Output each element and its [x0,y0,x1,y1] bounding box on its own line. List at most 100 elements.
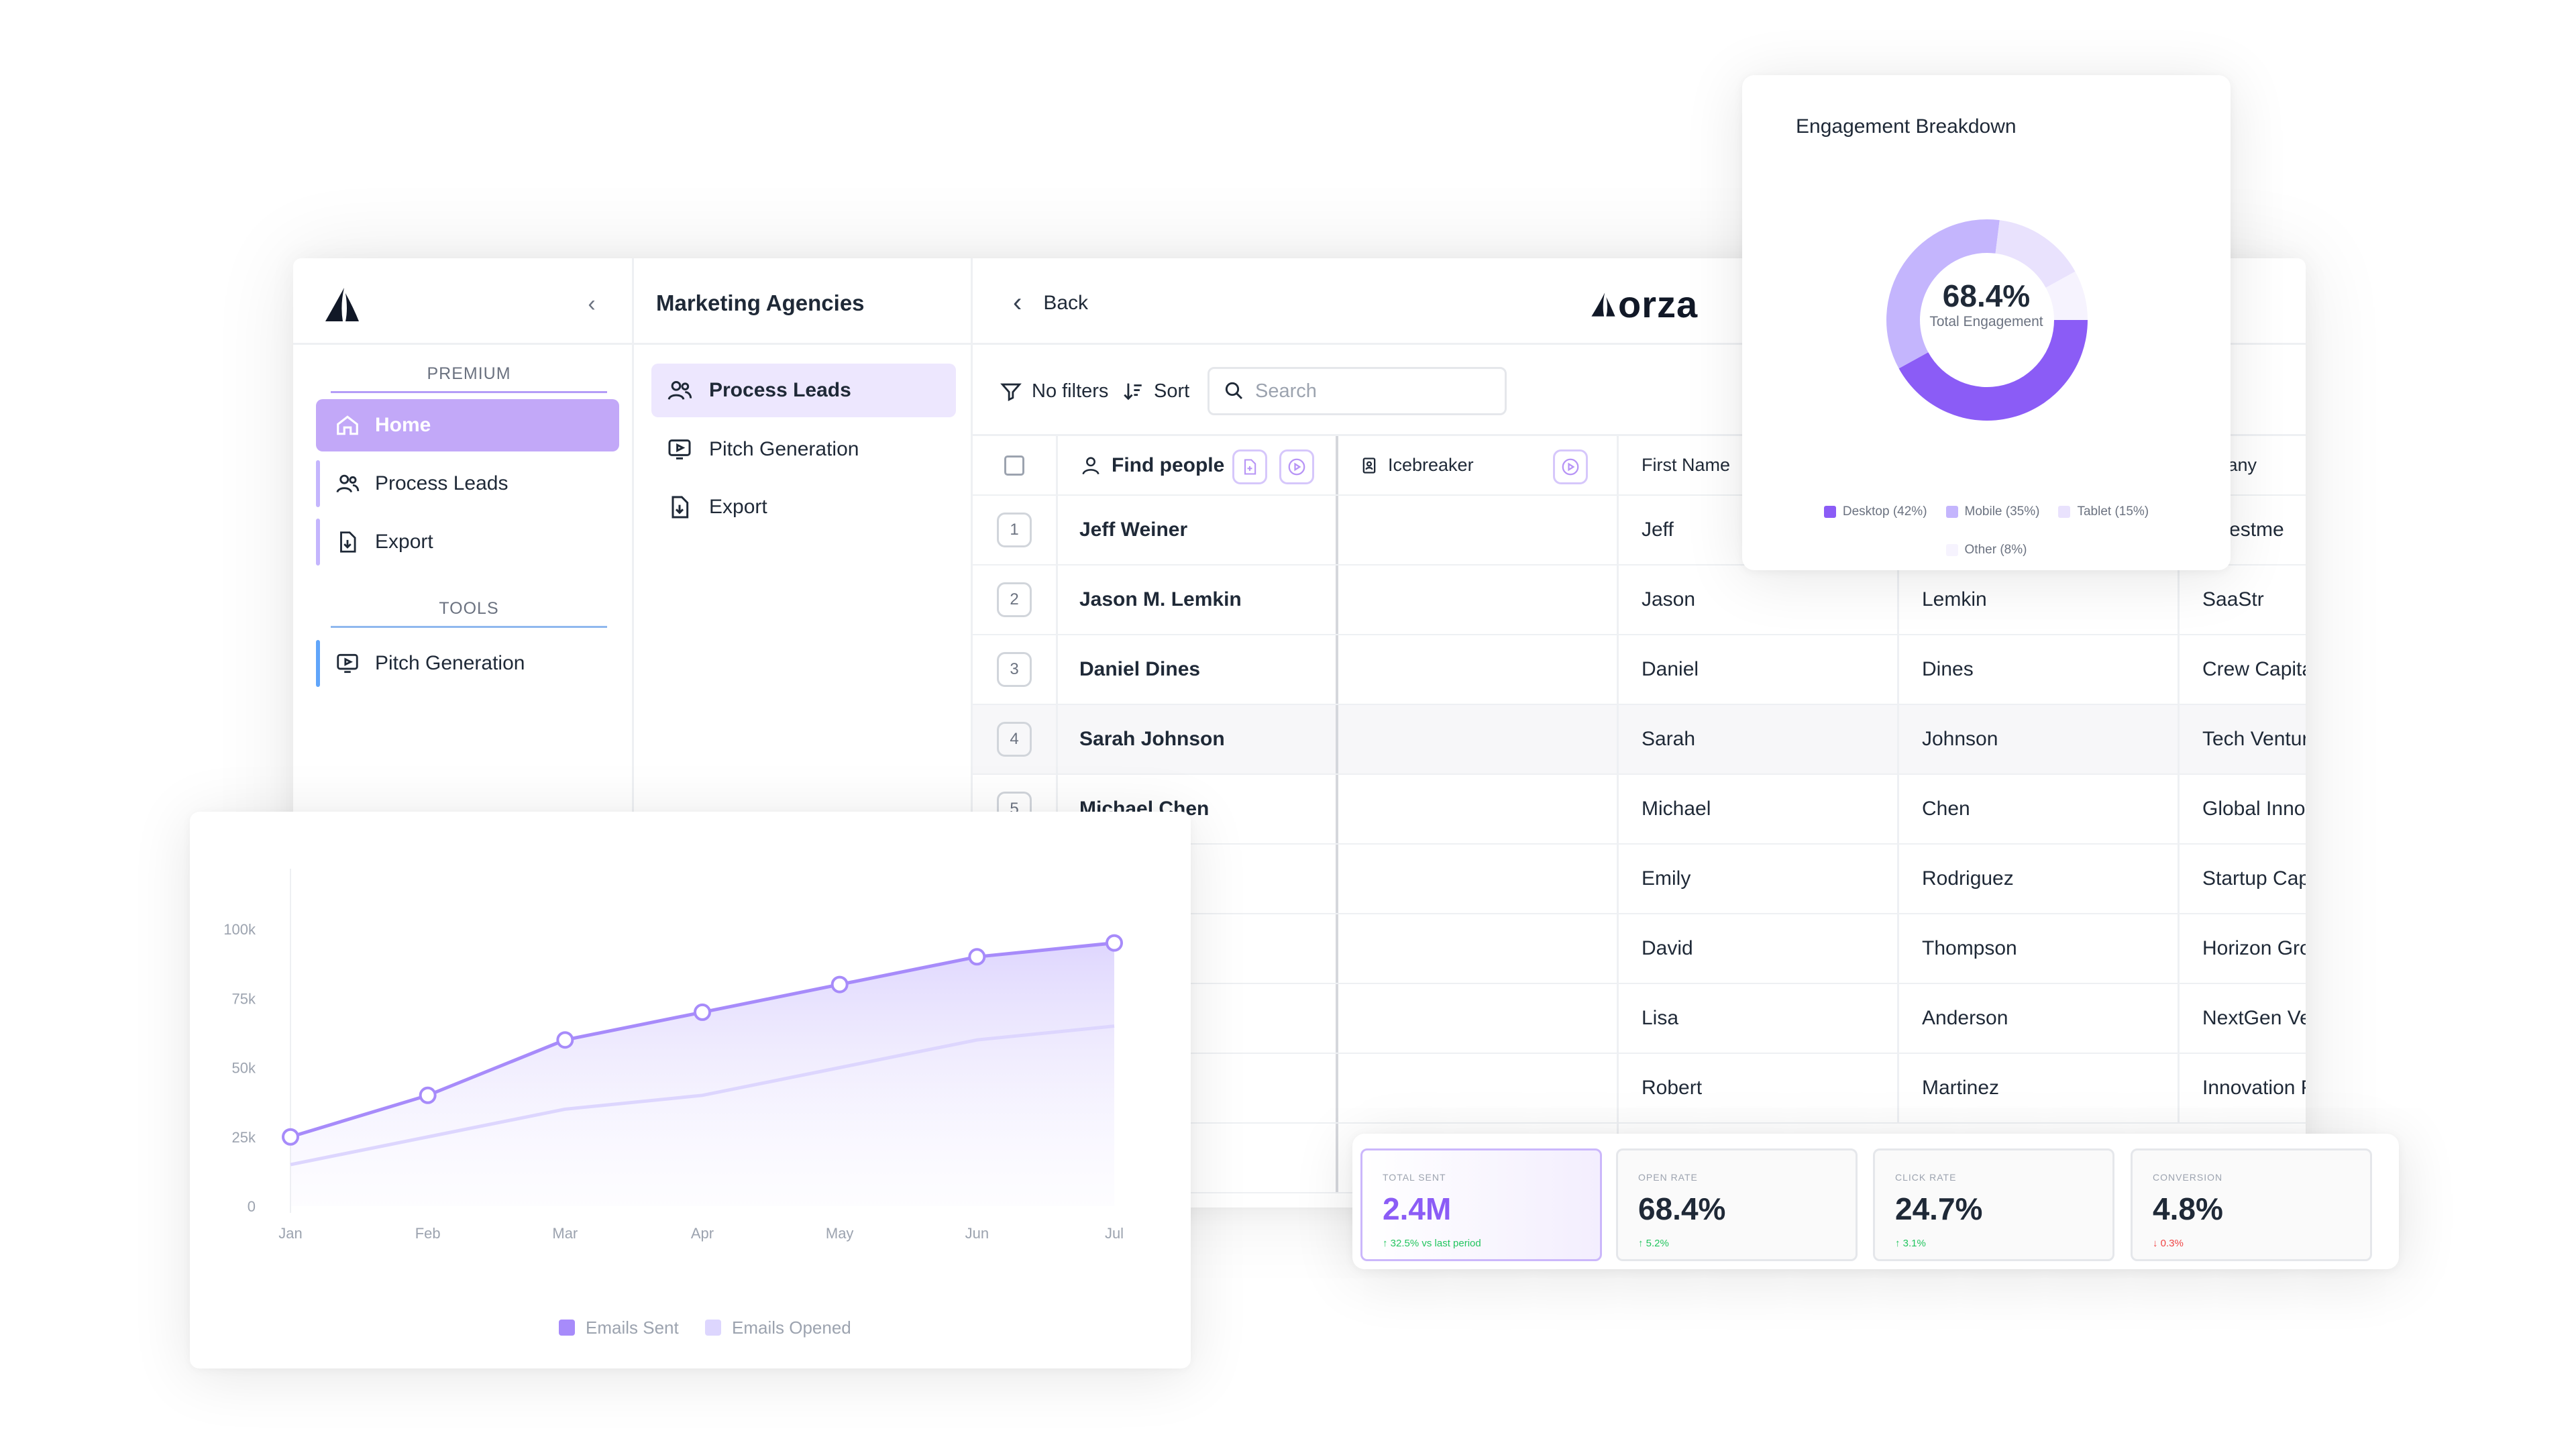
name-cell[interactable]: Jeff Weiner [1058,496,1338,564]
series-line-emails-opened [290,1024,1115,1167]
sail-logo-icon[interactable] [319,282,363,327]
legend-item-mobile: Mobile (35%) [1945,504,2039,519]
company-cell[interactable]: Global Innov [2202,798,2306,820]
subpanel-item-label: Process Leads [709,379,851,401]
kpi-click-rate[interactable]: CLICK RATE 24.7% ↑ 3.1% [1873,1148,2114,1261]
icebreaker-cell[interactable] [1338,775,1619,843]
icebreaker-cell[interactable] [1338,705,1619,773]
sort-label: Sort [1154,380,1190,402]
last-name-cell[interactable]: Chen [1899,775,2180,843]
donut-slice-other[interactable] [2045,271,2088,320]
header-icebreaker[interactable]: Icebreaker [1338,436,1619,494]
last-name-cell[interactable]: Thompson [1899,914,2180,983]
row-number-cell: 1 [973,496,1058,564]
data-point-emails-sent[interactable] [282,1128,299,1146]
collapse-sidebar-icon[interactable]: ‹ [588,291,596,317]
first-name-cell[interactable]: David [1619,914,1899,983]
sidebar-item-pitch-generation[interactable]: Pitch Generation [316,637,619,690]
last-name-cell[interactable]: Rodriguez [1899,845,2180,913]
table-row[interactable]: 1 Jeff Weiner Jeff Investme [973,496,2306,566]
kpi-value: 4.8% [2153,1191,2223,1226]
company-cell[interactable]: Innovation F [2202,1077,2306,1099]
legend-swatch [1823,506,1836,518]
icebreaker-cell[interactable] [1338,1054,1619,1122]
first-name-cell[interactable]: Michael [1619,775,1899,843]
play-circle-icon[interactable] [1279,449,1314,484]
sidebar: ‹ PREMIUM Home Process Leads Export TOOL… [293,258,634,1208]
emails-chart-card: 0 25k 50k 75k 100k Jan Feb Mar Apr May Jun Jul Email… [190,812,1191,1368]
subpanel-item-pitch-generation[interactable]: Pitch Generation [651,423,956,476]
subpanel-item-process-leads[interactable]: Process Leads [651,364,956,417]
subpanel: Marketing Agencies Process Leads Pitch G… [634,258,973,1208]
last-name-cell[interactable]: Lemkin [1899,566,2180,634]
name-cell[interactable] [1058,1124,1338,1192]
sidebar-item-export[interactable]: Export [316,516,619,568]
add-file-icon[interactable] [1232,449,1267,484]
kpi-conversion[interactable]: CONVERSION 4.8% ↓ 0.3% [2131,1148,2372,1261]
sidebar-item-process-leads[interactable]: Process Leads [316,458,619,510]
filters-label: No filters [1032,380,1109,402]
last-name-cell[interactable]: Johnson [1899,705,2180,773]
table-row[interactable]: 3 Daniel Dines Daniel Dines Crew Capita [973,635,2306,705]
table-row[interactable]: 2 Jason M. Lemkin Jason Lemkin SaaStr [973,566,2306,635]
sort-button[interactable]: Sort [1122,367,1189,415]
subpanel-item-export[interactable]: Export [651,480,956,534]
company-cell[interactable]: NextGen Ver [2202,1007,2306,1029]
row-number-cell: 4 [973,705,1058,773]
search-input[interactable]: Search [1208,367,1507,415]
engagement-donut-chart [1886,219,2088,421]
contact-card-icon [1360,456,1379,475]
company-cell[interactable]: SaaStr [2202,588,2264,610]
table-header-row: Find people Icebreaker [973,434,2306,496]
data-point-emails-sent[interactable] [1106,934,1123,952]
name-cell[interactable]: Sarah Johnson [1058,705,1338,773]
icebreaker-cell[interactable] [1338,635,1619,704]
subpanel-item-label: Export [709,496,767,518]
row-number-cell: 3 [973,635,1058,704]
file-download-icon [335,529,360,555]
select-all-checkbox[interactable] [1004,455,1024,476]
company-cell[interactable]: Crew Capita [2202,658,2306,680]
active-bar [316,519,320,566]
table-row[interactable]: 4 Sarah Johnson Sarah Johnson Tech Ventu… [973,705,2306,775]
first-name-cell[interactable]: Jason [1619,566,1899,634]
name-cell[interactable]: Daniel Dines [1058,635,1338,704]
sidebar-item-home[interactable]: Home [316,399,619,451]
last-name-cell[interactable]: Martinez [1899,1054,2180,1122]
donut-slice-mobile[interactable] [1886,219,2000,369]
icebreaker-cell[interactable] [1338,566,1619,634]
data-point-emails-sent[interactable] [694,1003,711,1021]
last-name-cell[interactable]: Dines [1899,635,2180,704]
first-name-cell[interactable]: Sarah [1619,705,1899,773]
icebreaker-cell[interactable] [1338,845,1619,913]
last-name-cell[interactable]: Anderson [1899,984,2180,1053]
filters-button[interactable]: No filters [1000,367,1108,415]
header-find-people[interactable]: Find people [1058,436,1338,494]
kpi-total-sent[interactable]: TOTAL SENT 2.4M ↑ 32.5% vs last period [1360,1148,1602,1261]
play-circle-icon[interactable] [1553,449,1588,484]
header-first-name[interactable]: First Name [1619,436,1899,494]
donut-slice-desktop[interactable] [1898,320,2088,421]
section-tools-heading: TOOLS [331,599,607,628]
kpi-open-rate[interactable]: OPEN RATE 68.4% ↑ 5.2% [1616,1148,1858,1261]
data-point-emails-sent[interactable] [830,975,849,994]
company-cell[interactable]: Startup Capi [2202,867,2306,890]
kpi-label: TOTAL SENT [1383,1172,1446,1183]
data-point-emails-sent[interactable] [556,1031,574,1049]
company-cell[interactable]: Tech Ventur [2202,728,2306,750]
brand-name: orza [1618,283,1699,325]
first-name-cell[interactable]: Robert [1619,1054,1899,1122]
data-point-emails-sent[interactable] [419,1086,437,1104]
donut-slice-tablet[interactable] [1995,220,2076,288]
icebreaker-cell[interactable] [1338,914,1619,983]
company-cell[interactable]: Horizon Grov [2202,937,2306,959]
data-point-emails-sent[interactable] [968,948,986,966]
first-name-cell[interactable]: Daniel [1619,635,1899,704]
back-button[interactable]: ‹ Back [1013,288,1088,318]
first-name-cell[interactable]: Emily [1619,845,1899,913]
first-name-cell[interactable]: Lisa [1619,984,1899,1053]
icebreaker-cell[interactable] [1338,496,1619,564]
name-cell[interactable]: Jason M. Lemkin [1058,566,1338,634]
x-tick-label: May [826,1225,854,1242]
icebreaker-cell[interactable] [1338,984,1619,1053]
